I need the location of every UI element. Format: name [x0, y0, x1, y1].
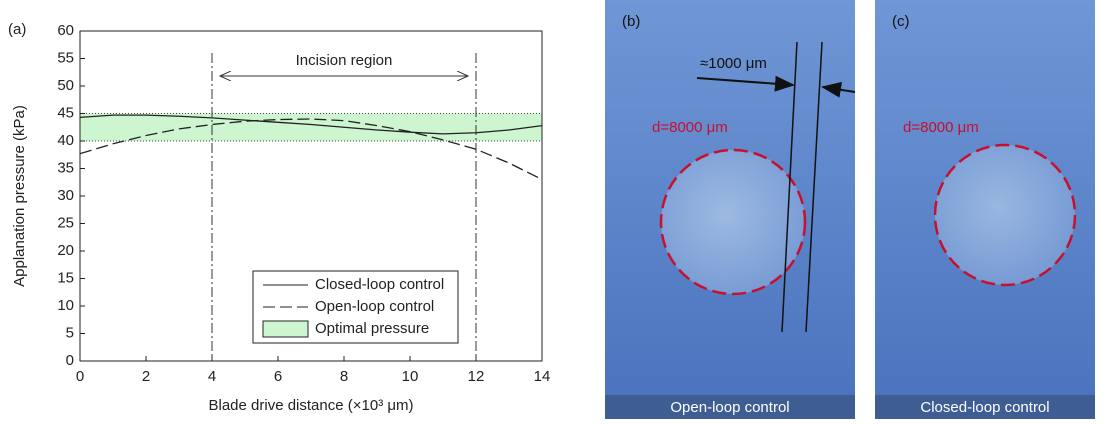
caption: Closed-loop control [920, 399, 1049, 416]
series-line [80, 114, 542, 135]
panel-label: (c) [892, 13, 910, 30]
caption-bar [605, 395, 855, 419]
y-tick-label: 60 [57, 22, 74, 39]
y-tick-label: 45 [57, 104, 74, 121]
x-axis-label: Blade drive distance (×10³ μm) [209, 397, 414, 414]
band [80, 113, 542, 141]
caption: Open-loop control [670, 399, 789, 416]
diameter-label: d=8000 μm [903, 119, 979, 136]
diameter-label: d=8000 μm [652, 119, 728, 136]
y-tick-label: 25 [57, 214, 74, 231]
y-tick-label: 50 [57, 77, 74, 94]
x-tick-label: 12 [468, 368, 485, 385]
x-tick-label: 4 [208, 368, 216, 385]
y-tick-label: 40 [57, 132, 74, 149]
photo-b: (b) ≈1000 μm d=8000 μm Open-loop control [605, 0, 856, 419]
width-arrow [696, 75, 795, 92]
y-tick-label: 15 [57, 269, 74, 286]
x-tick-label: 8 [340, 368, 348, 385]
legend-swatch [262, 320, 309, 338]
legend-label: Optimal pressure [315, 320, 429, 337]
x-tick-label: 10 [402, 368, 419, 385]
width-label: ≈1000 μm [700, 55, 767, 72]
width-arrow [821, 81, 856, 98]
y-tick-label: 55 [57, 49, 74, 66]
photo-c: (c) d=8000 μm Closed-loop control [875, 0, 1095, 419]
legend-label: Open-loop control [315, 298, 434, 315]
y-axis-label: Applanation pressure (kPa) [11, 105, 28, 287]
panel-label: (b) [622, 13, 640, 30]
y-tick-label: 35 [57, 159, 74, 176]
diameter-circle [933, 143, 1077, 287]
incision-line [805, 41, 823, 333]
y-tick-label: 20 [57, 242, 74, 259]
incision-area [661, 150, 805, 294]
caption-bar [875, 395, 1095, 419]
incision-area [935, 145, 1075, 285]
y-tick-label: 30 [57, 187, 74, 204]
legend-label: Closed-loop control [315, 276, 444, 293]
y-tick-label: 10 [57, 297, 74, 314]
series-line [80, 118, 542, 181]
x-tick-label: 2 [142, 368, 150, 385]
diameter-circle [659, 148, 807, 296]
y-tick-label: 0 [66, 352, 74, 369]
x-tick-label: 6 [274, 368, 282, 385]
x-tick-label: 14 [534, 368, 551, 385]
x-tick-label: 0 [76, 368, 84, 385]
panel-label: (a) [8, 21, 26, 38]
annotation: Incision region [296, 52, 393, 69]
y-tick-label: 5 [66, 324, 74, 341]
